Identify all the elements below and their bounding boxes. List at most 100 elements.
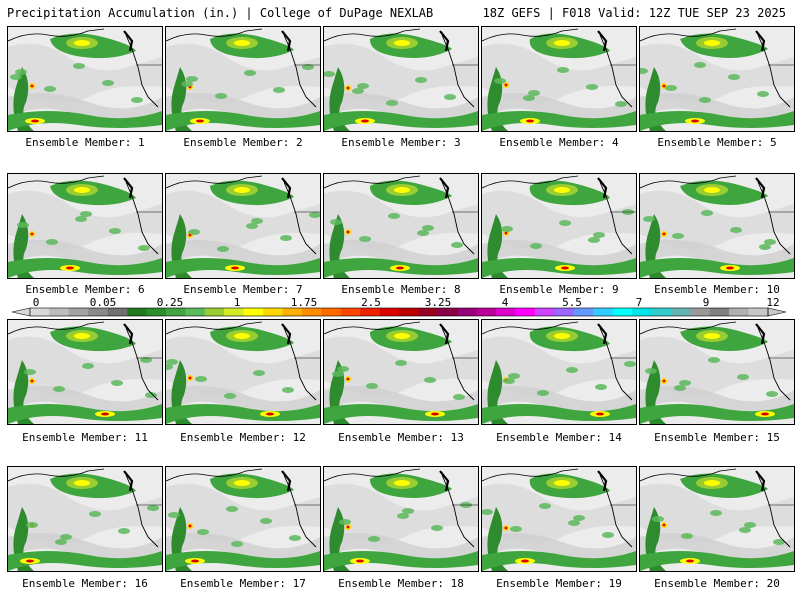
colorbar-tick-label: 2.5 — [361, 296, 381, 309]
colorbar-tick-label: 7 — [636, 296, 643, 309]
colorbar-tick-label: 1.75 — [291, 296, 318, 309]
ensemble-map-panel — [323, 319, 479, 425]
ensemble-map-panel — [481, 173, 637, 279]
page-title: Precipitation Accumulation (in.) | Colle… — [7, 6, 434, 20]
ensemble-map-panel — [165, 319, 321, 425]
precip-map-image — [482, 467, 636, 571]
ensemble-member-label: Ensemble Member: 20 — [654, 577, 780, 590]
precip-map-image — [324, 174, 478, 278]
colorbar-min-arrow — [11, 307, 31, 317]
ensemble-map-panel — [165, 466, 321, 572]
colorbar-swatch — [127, 308, 147, 316]
colorbar-tick-label: 0.05 — [90, 296, 117, 309]
colorbar-swatch — [690, 308, 711, 316]
colorbar-swatch — [282, 308, 303, 316]
ensemble-member-label: Ensemble Member: 8 — [341, 283, 461, 296]
precip-map-image — [166, 320, 320, 424]
ensemble-member-label: Ensemble Member: 11 — [22, 431, 148, 444]
ensemble-map-panel — [639, 173, 795, 279]
colorbar-tick-label: 9 — [703, 296, 710, 309]
colorbar-swatch — [515, 308, 536, 316]
ensemble-member-label: Ensemble Member: 7 — [183, 283, 303, 296]
colorbar-swatch — [165, 308, 186, 316]
colorbar-tick-label: 1 — [234, 296, 241, 309]
precip-map-image — [8, 174, 162, 278]
colorbar-swatch — [30, 308, 50, 316]
colorbar-swatch — [399, 308, 419, 316]
colorbar-swatch — [49, 308, 70, 316]
ensemble-member-label: Ensemble Member: 9 — [499, 283, 619, 296]
colorbar-swatch — [651, 308, 672, 316]
ensemble-map-panel — [323, 466, 479, 572]
ensemble-map-panel — [639, 26, 795, 132]
ensemble-member-label: Ensemble Member: 1 — [25, 136, 145, 149]
precip-map-image — [482, 320, 636, 424]
colorbar-swatch — [146, 308, 167, 316]
ensemble-map-panel — [7, 173, 163, 279]
colorbar-swatch — [224, 308, 244, 316]
colorbar-swatch — [185, 308, 206, 316]
precip-map-image — [640, 320, 794, 424]
ensemble-member-label: Ensemble Member: 15 — [654, 431, 780, 444]
colorbar-tick-label: 4 — [502, 296, 509, 309]
ensemble-member-label: Ensemble Member: 18 — [338, 577, 464, 590]
colorbar-swatch — [534, 308, 555, 316]
colorbar-swatch — [321, 308, 342, 316]
run-valid-time: 18Z GEFS | F018 Valid: 12Z TUE SEP 23 20… — [482, 6, 786, 20]
colorbar-tick-label: 5.5 — [562, 296, 582, 309]
precip-map-image — [324, 27, 478, 131]
ensemble-map-panel — [323, 26, 479, 132]
ensemble-member-label: Ensemble Member: 14 — [496, 431, 622, 444]
precip-map-image — [482, 27, 636, 131]
colorbar-swatch — [68, 308, 89, 316]
ensemble-map-panel — [7, 466, 163, 572]
ensemble-member-label: Ensemble Member: 17 — [180, 577, 306, 590]
colorbar-swatch — [748, 308, 769, 316]
colorbar-swatch — [729, 308, 749, 316]
precip-map-image — [166, 174, 320, 278]
ensemble-map-panel — [639, 319, 795, 425]
ensemble-map-panel — [7, 26, 163, 132]
precip-map-image — [8, 320, 162, 424]
precip-map-image — [324, 320, 478, 424]
ensemble-member-label: Ensemble Member: 19 — [496, 577, 622, 590]
colorbar-tick-label: 3.25 — [425, 296, 452, 309]
precip-map-image — [166, 27, 320, 131]
ensemble-map-panel — [481, 319, 637, 425]
colorbar-swatch — [612, 308, 633, 316]
colorbar-tick-label: 12 — [766, 296, 779, 309]
color-scale-legend: 0 0.05 0.25 1 1.75 2.5 3.25 4 5.5 7 9 12 — [11, 296, 787, 317]
colorbar-swatch — [670, 308, 691, 316]
ensemble-map-panel — [323, 173, 479, 279]
colorbar-swatch — [457, 308, 477, 316]
ensemble-map-panel — [481, 26, 637, 132]
precip-map-image — [640, 467, 794, 571]
colorbar-swatch — [593, 308, 613, 316]
ensemble-member-label: Ensemble Member: 16 — [22, 577, 148, 590]
colorbar-swatch — [709, 308, 730, 316]
ensemble-member-label: Ensemble Member: 13 — [338, 431, 464, 444]
ensemble-member-label: Ensemble Member: 12 — [180, 431, 306, 444]
ensemble-map-panel — [165, 26, 321, 132]
colorbar-swatch — [204, 308, 225, 316]
colorbar-tick-label: 0.25 — [157, 296, 184, 309]
colorbar-swatch — [418, 308, 439, 316]
colorbar-swatch — [243, 308, 264, 316]
colorbar-swatch — [301, 308, 322, 316]
ensemble-member-label: Ensemble Member: 3 — [341, 136, 461, 149]
precip-map-image — [324, 467, 478, 571]
colorbar-swatch — [573, 308, 594, 316]
colorbar-swatch — [496, 308, 516, 316]
colorbar-swatch — [379, 308, 400, 316]
colorbar-swatch — [437, 308, 458, 316]
precip-map-image — [640, 174, 794, 278]
ensemble-member-label: Ensemble Member: 5 — [657, 136, 777, 149]
colorbar-swatch — [554, 308, 575, 316]
colorbar-swatch — [88, 308, 108, 316]
ensemble-map-panel — [7, 319, 163, 425]
precip-map-image — [8, 467, 162, 571]
colorbar-swatch — [107, 308, 128, 316]
colorbar-tick-label: 0 — [33, 296, 40, 309]
ensemble-member-label: Ensemble Member: 4 — [499, 136, 619, 149]
precip-map-image — [8, 27, 162, 131]
